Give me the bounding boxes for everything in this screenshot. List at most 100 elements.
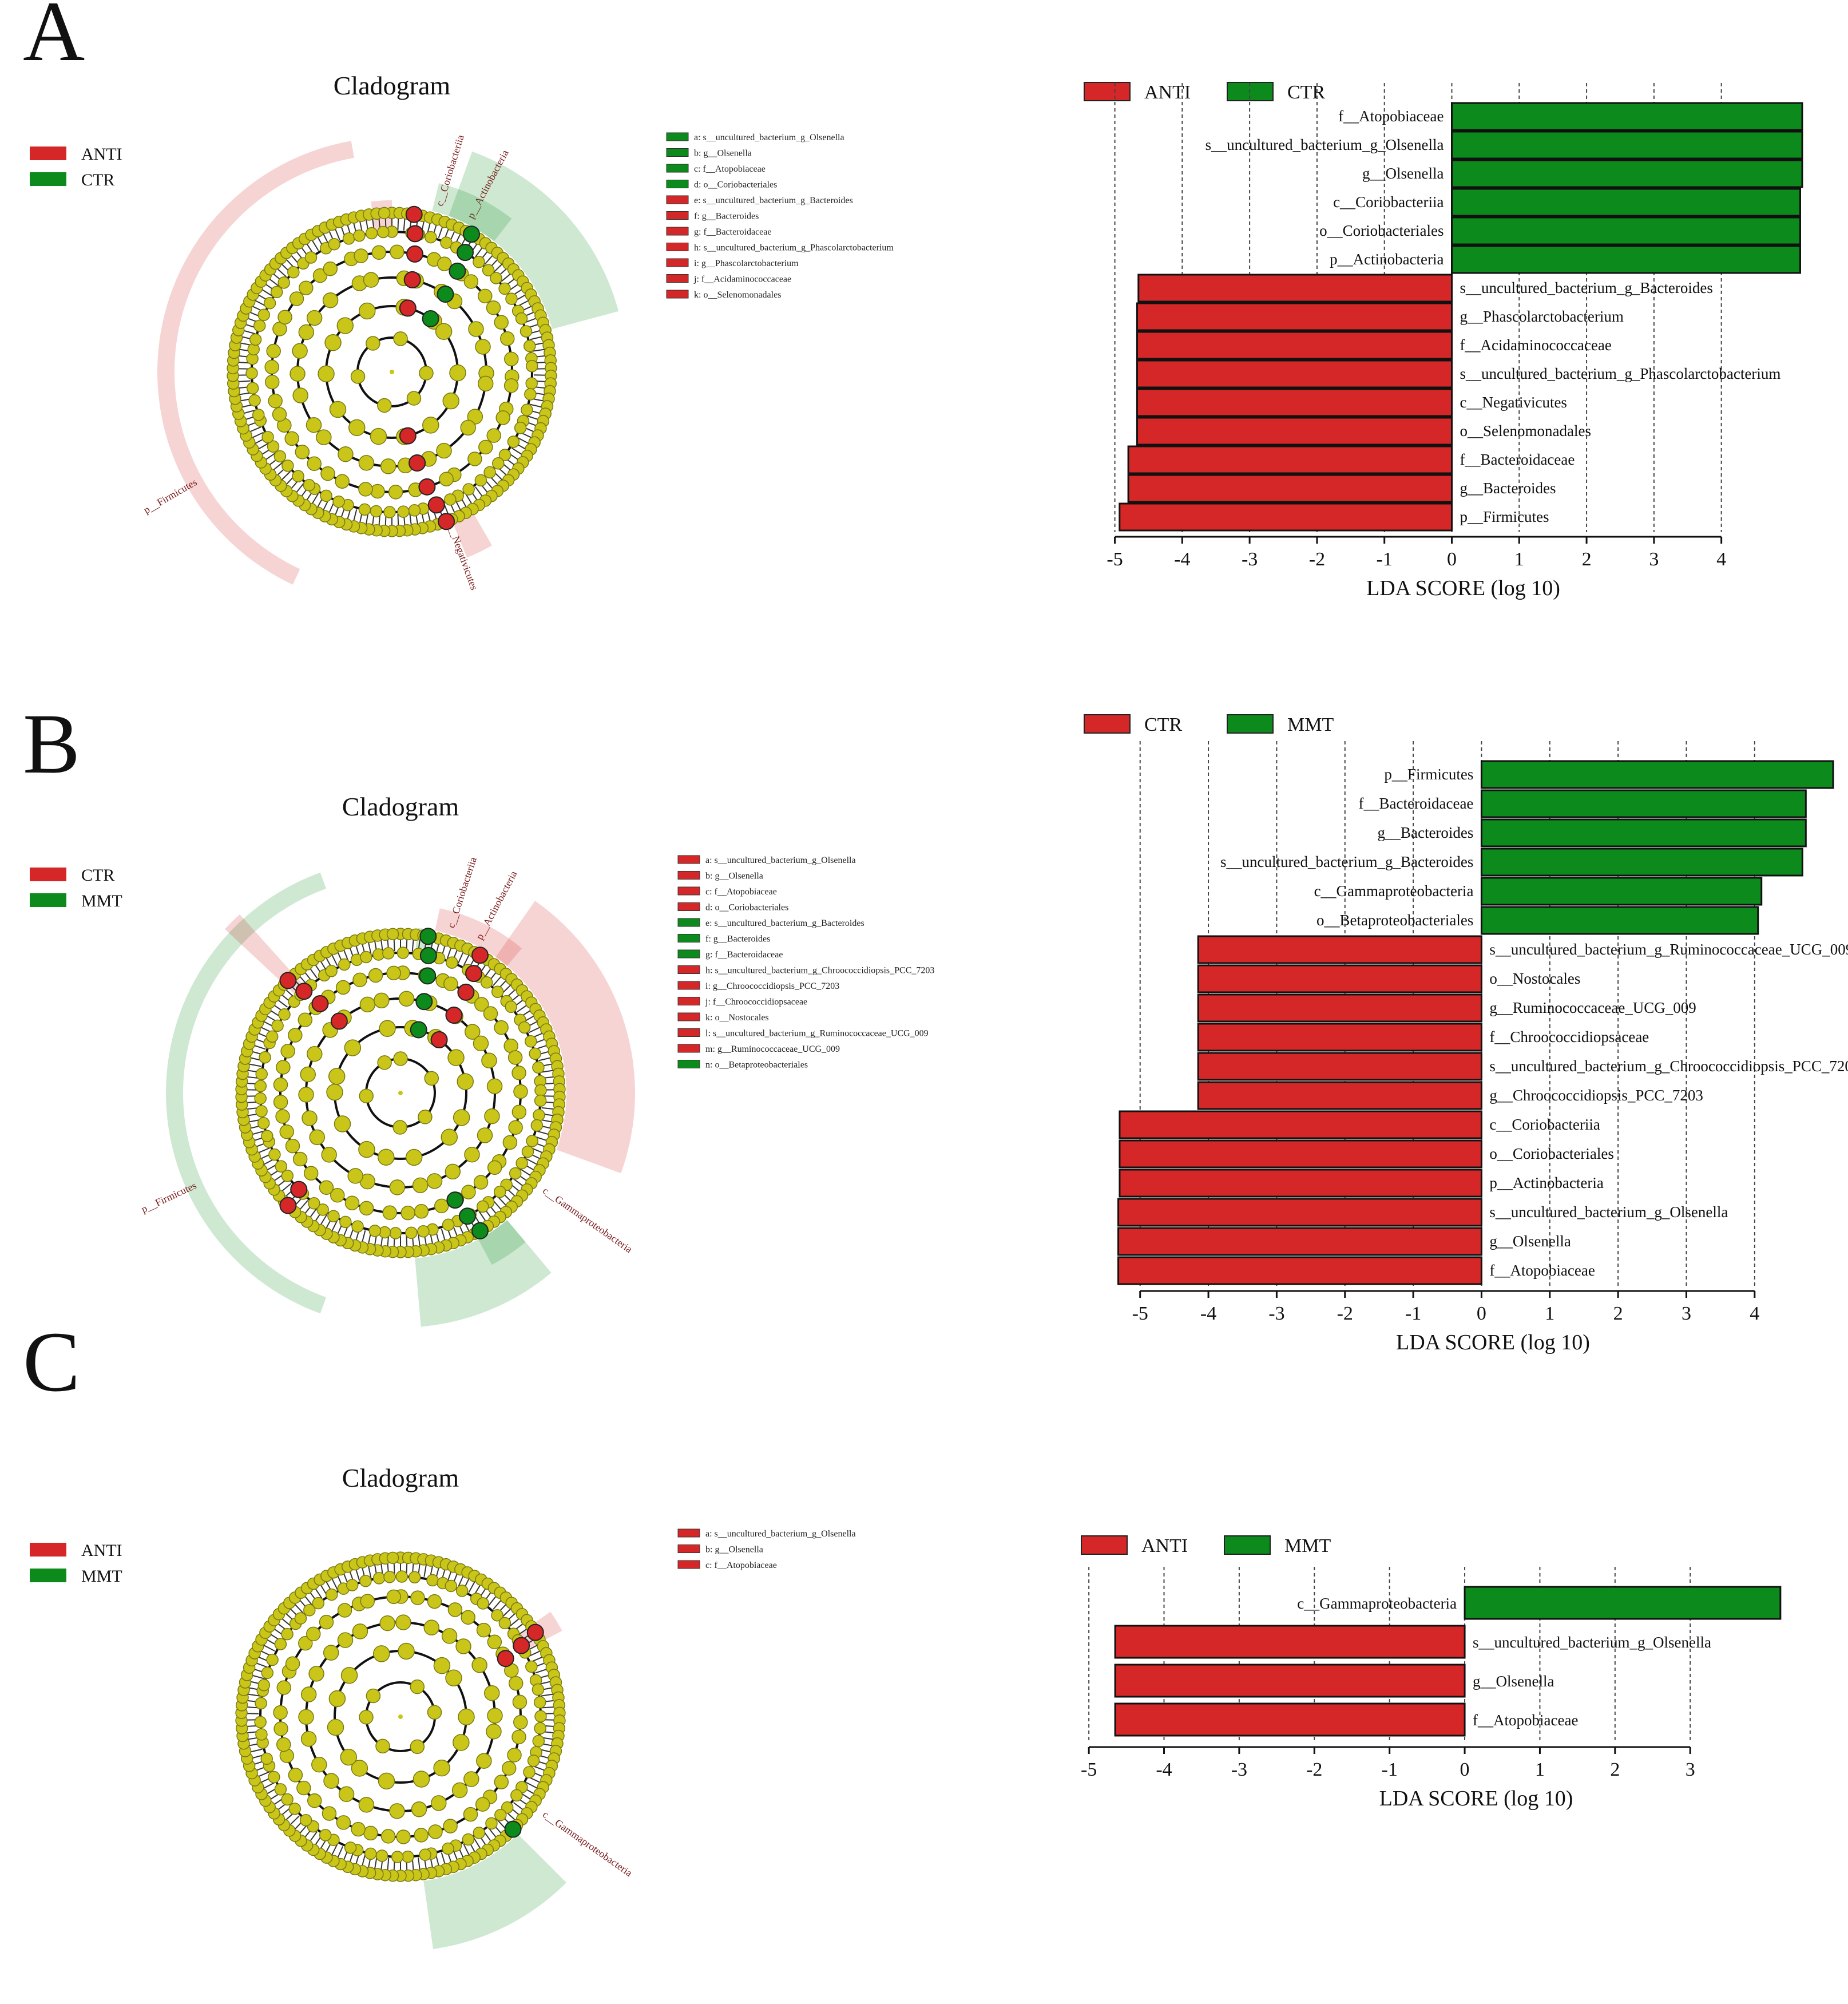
- bar: [1119, 1110, 1482, 1139]
- key-label: e: s__uncultured_bacterium_g_Bacteroides: [694, 196, 853, 205]
- tree-node: [274, 1783, 287, 1796]
- tree-node: [320, 466, 335, 481]
- tree-node: [396, 1829, 411, 1844]
- tree-node: [505, 292, 518, 305]
- tree-node: [393, 1051, 408, 1066]
- bar-label: f__Bacteroidaceae: [1460, 451, 1575, 468]
- tree-node: [439, 472, 454, 486]
- tree-node: [368, 1225, 382, 1237]
- tree-node: [507, 1050, 523, 1065]
- bar: [1136, 331, 1453, 360]
- cladogram-title: Cladogram: [342, 1463, 459, 1492]
- tree-root: [390, 370, 394, 374]
- bar: [1451, 188, 1801, 217]
- tree-node: [338, 958, 351, 971]
- tree-node: [380, 1829, 396, 1844]
- bar-label: f__Bacteroidaceae: [1359, 795, 1474, 812]
- x-tick-label: 1: [1545, 1303, 1554, 1324]
- tree-branch: [367, 940, 372, 955]
- tree-node: [336, 1815, 351, 1830]
- bar: [1480, 789, 1807, 818]
- tree-branch: [247, 1063, 261, 1067]
- bar: [1119, 1139, 1482, 1169]
- bar-label: g__Ruminococcaceae_UCG_009: [1489, 999, 1696, 1016]
- tree-node: [486, 1724, 502, 1740]
- tree-node: [274, 1638, 287, 1650]
- clade-sector: [495, 901, 635, 1174]
- highlighted-node: [427, 496, 445, 514]
- tree-node: [499, 331, 515, 346]
- tree-node: [414, 1828, 429, 1843]
- highlighted-node: [458, 1207, 476, 1225]
- tree-node: [395, 1614, 411, 1630]
- bar-label: p__Actinobacteria: [1489, 1174, 1603, 1191]
- tree-node: [427, 1705, 442, 1720]
- tree-node: [335, 474, 350, 489]
- tree-branch: [501, 1607, 513, 1618]
- bar: [1119, 502, 1453, 532]
- tree-node: [294, 1612, 307, 1625]
- tree-node: [277, 310, 292, 325]
- tree-node: [273, 1077, 288, 1092]
- key-swatch: [677, 934, 700, 942]
- bar: [1136, 302, 1453, 331]
- key-label: b: g__Olsenella: [694, 149, 752, 159]
- tree-node: [368, 968, 383, 983]
- tree-node: [393, 331, 408, 346]
- cladogram: Cladogram ANTI MMT a: s__uncultured_bacteri…: [30, 1463, 856, 1950]
- tree-node: [360, 950, 372, 964]
- tree-node: [329, 401, 347, 418]
- tree-node: [372, 1572, 386, 1585]
- bar: [1464, 1586, 1782, 1620]
- x-tick-label: 2: [1610, 1759, 1620, 1780]
- tree-node: [463, 1771, 479, 1787]
- tree-node: [352, 972, 367, 988]
- tree-node: [533, 1108, 545, 1122]
- bar-label: g__Chroococcidiopsis_PCC_7203: [1489, 1087, 1703, 1104]
- key-label: d: o__Coriobacteriales: [705, 903, 788, 913]
- bar: [1480, 877, 1763, 906]
- tree-node: [263, 296, 276, 310]
- clade-label: c__Gammaproteobacteria: [541, 1185, 634, 1255]
- tree-node: [473, 1175, 489, 1190]
- tree-node: [265, 1030, 279, 1043]
- bar-label: g__Phascolarctobacterium: [1460, 308, 1624, 325]
- tree-branch: [497, 1196, 507, 1207]
- key-label: k: o__Selenomonadales: [694, 290, 781, 300]
- bar: [1114, 1664, 1466, 1698]
- clade-sector: [415, 1220, 552, 1327]
- x-tick-label: 1: [1514, 549, 1524, 570]
- highlighted-node: [457, 244, 474, 262]
- tree-node: [352, 1623, 368, 1639]
- tree-node: [467, 452, 482, 466]
- tree-node: [461, 1610, 475, 1625]
- tree-node: [307, 456, 322, 471]
- tree-branch: [331, 1219, 338, 1233]
- x-tick-label: 0: [1447, 549, 1457, 570]
- tree-node: [285, 1138, 300, 1154]
- tree-node: [358, 482, 373, 497]
- tree-node: [377, 1055, 392, 1070]
- tree-branch: [463, 953, 470, 967]
- legend-label: ANTI: [81, 145, 122, 164]
- bar: [1137, 274, 1453, 303]
- highlighted-node: [419, 946, 437, 964]
- tree-node: [325, 965, 338, 977]
- highlighted-node: [415, 993, 433, 1011]
- panel-b: B Cladogram CTR MMT a: s__uncultured_bacteri…: [23, 696, 1848, 1355]
- tree-node: [306, 310, 323, 326]
- chart-legend-swatch: [1084, 714, 1131, 734]
- key-swatch: [666, 227, 689, 236]
- x-tick-label: -2: [1309, 549, 1325, 570]
- tree-node: [441, 1628, 458, 1644]
- tree-node: [440, 236, 453, 249]
- tree-node: [281, 1627, 294, 1641]
- tree-node: [375, 1849, 388, 1862]
- x-tick-label: -5: [1132, 1303, 1148, 1324]
- tree-node: [302, 1110, 318, 1126]
- tree-node: [268, 393, 283, 409]
- tree-node: [303, 1166, 319, 1181]
- tree-node: [534, 1084, 547, 1097]
- x-tick-label: 4: [1750, 1303, 1759, 1324]
- tree-node: [268, 1148, 281, 1161]
